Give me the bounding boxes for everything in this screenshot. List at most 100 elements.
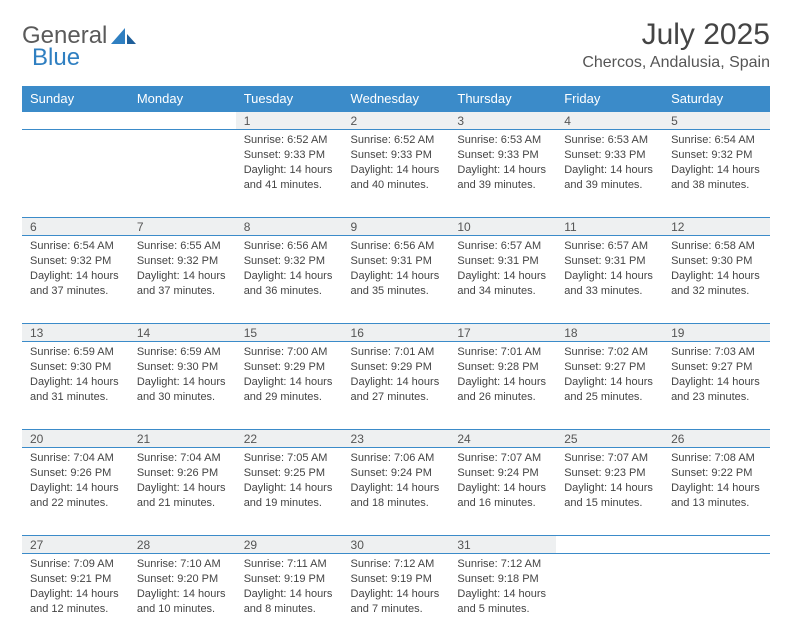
day-details: Sunrise: 7:07 AMSunset: 9:24 PMDaylight:… [449,448,556,514]
day-number: 24 [449,430,556,448]
day-number: 23 [343,430,450,448]
day-cell: Sunrise: 6:56 AMSunset: 9:31 PMDaylight:… [343,236,450,324]
day-header: Tuesday [236,86,343,112]
day-cell: Sunrise: 7:07 AMSunset: 9:24 PMDaylight:… [449,448,556,536]
day-details: Sunrise: 7:10 AMSunset: 9:20 PMDaylight:… [129,554,236,620]
day-details: Sunrise: 7:04 AMSunset: 9:26 PMDaylight:… [129,448,236,514]
week-row: Sunrise: 7:04 AMSunset: 9:26 PMDaylight:… [22,448,770,536]
day-number: 2 [343,112,450,130]
week-row: Sunrise: 6:59 AMSunset: 9:30 PMDaylight:… [22,342,770,430]
day-details: Sunrise: 6:59 AMSunset: 9:30 PMDaylight:… [22,342,129,408]
day-details: Sunrise: 7:07 AMSunset: 9:23 PMDaylight:… [556,448,663,514]
day-number [129,112,236,130]
day-number: 13 [22,324,129,342]
day-number: 6 [22,218,129,236]
day-details: Sunrise: 6:53 AMSunset: 9:33 PMDaylight:… [449,130,556,196]
day-details: Sunrise: 6:52 AMSunset: 9:33 PMDaylight:… [343,130,450,196]
day-details: Sunrise: 7:12 AMSunset: 9:19 PMDaylight:… [343,554,450,620]
day-cell: Sunrise: 6:54 AMSunset: 9:32 PMDaylight:… [22,236,129,324]
day-number [663,536,770,554]
day-cell: Sunrise: 7:06 AMSunset: 9:24 PMDaylight:… [343,448,450,536]
day-details: Sunrise: 6:55 AMSunset: 9:32 PMDaylight:… [129,236,236,302]
day-header: Friday [556,86,663,112]
day-number: 19 [663,324,770,342]
day-number: 25 [556,430,663,448]
day-details: Sunrise: 7:01 AMSunset: 9:28 PMDaylight:… [449,342,556,408]
day-number [22,112,129,130]
day-header: Monday [129,86,236,112]
week-row: Sunrise: 6:52 AMSunset: 9:33 PMDaylight:… [22,130,770,218]
day-number: 16 [343,324,450,342]
day-cell: Sunrise: 6:53 AMSunset: 9:33 PMDaylight:… [556,130,663,218]
day-cell: Sunrise: 7:08 AMSunset: 9:22 PMDaylight:… [663,448,770,536]
month-title: July 2025 [582,18,770,52]
day-details: Sunrise: 6:54 AMSunset: 9:32 PMDaylight:… [22,236,129,302]
day-cell: Sunrise: 7:02 AMSunset: 9:27 PMDaylight:… [556,342,663,430]
day-cell: Sunrise: 7:11 AMSunset: 9:19 PMDaylight:… [236,554,343,634]
day-details: Sunrise: 6:58 AMSunset: 9:30 PMDaylight:… [663,236,770,302]
day-cell: Sunrise: 6:59 AMSunset: 9:30 PMDaylight:… [129,342,236,430]
day-details: Sunrise: 6:54 AMSunset: 9:32 PMDaylight:… [663,130,770,196]
day-details: Sunrise: 7:03 AMSunset: 9:27 PMDaylight:… [663,342,770,408]
logo-word-2: Blue [32,44,80,72]
daynum-row: 13141516171819 [22,324,770,342]
day-cell: Sunrise: 6:55 AMSunset: 9:32 PMDaylight:… [129,236,236,324]
day-cell: Sunrise: 6:57 AMSunset: 9:31 PMDaylight:… [556,236,663,324]
day-cell: Sunrise: 6:53 AMSunset: 9:33 PMDaylight:… [449,130,556,218]
day-details: Sunrise: 6:56 AMSunset: 9:32 PMDaylight:… [236,236,343,302]
day-header: Thursday [449,86,556,112]
calendar-table: Sunday Monday Tuesday Wednesday Thursday… [22,86,770,634]
day-cell [22,130,129,218]
day-header-row: Sunday Monday Tuesday Wednesday Thursday… [22,86,770,112]
day-number: 7 [129,218,236,236]
day-number: 3 [449,112,556,130]
day-number: 21 [129,430,236,448]
day-cell: Sunrise: 6:54 AMSunset: 9:32 PMDaylight:… [663,130,770,218]
day-details: Sunrise: 7:04 AMSunset: 9:26 PMDaylight:… [22,448,129,514]
day-cell: Sunrise: 7:04 AMSunset: 9:26 PMDaylight:… [129,448,236,536]
day-cell: Sunrise: 7:05 AMSunset: 9:25 PMDaylight:… [236,448,343,536]
day-number: 8 [236,218,343,236]
day-cell: Sunrise: 6:58 AMSunset: 9:30 PMDaylight:… [663,236,770,324]
daynum-row: 12345 [22,112,770,130]
day-cell [556,554,663,634]
location: Chercos, Andalusia, Spain [582,54,770,72]
day-cell [129,130,236,218]
day-details: Sunrise: 6:56 AMSunset: 9:31 PMDaylight:… [343,236,450,302]
day-number: 10 [449,218,556,236]
day-cell: Sunrise: 6:52 AMSunset: 9:33 PMDaylight:… [343,130,450,218]
day-details: Sunrise: 6:57 AMSunset: 9:31 PMDaylight:… [556,236,663,302]
day-cell: Sunrise: 7:01 AMSunset: 9:29 PMDaylight:… [343,342,450,430]
day-details: Sunrise: 7:00 AMSunset: 9:29 PMDaylight:… [236,342,343,408]
day-details: Sunrise: 7:09 AMSunset: 9:21 PMDaylight:… [22,554,129,620]
day-number: 9 [343,218,450,236]
day-number: 5 [663,112,770,130]
day-cell: Sunrise: 6:56 AMSunset: 9:32 PMDaylight:… [236,236,343,324]
day-header: Sunday [22,86,129,112]
day-header: Wednesday [343,86,450,112]
week-row: Sunrise: 6:54 AMSunset: 9:32 PMDaylight:… [22,236,770,324]
calendar-body: 12345 Sunrise: 6:52 AMSunset: 9:33 PMDay… [22,112,770,634]
day-number: 15 [236,324,343,342]
day-details: Sunrise: 7:02 AMSunset: 9:27 PMDaylight:… [556,342,663,408]
day-number: 4 [556,112,663,130]
day-details: Sunrise: 6:57 AMSunset: 9:31 PMDaylight:… [449,236,556,302]
day-details: Sunrise: 7:12 AMSunset: 9:18 PMDaylight:… [449,554,556,620]
day-cell: Sunrise: 7:07 AMSunset: 9:23 PMDaylight:… [556,448,663,536]
logo-sail-icon [111,26,137,46]
title-block: July 2025 Chercos, Andalusia, Spain [582,18,770,76]
day-details: Sunrise: 7:05 AMSunset: 9:25 PMDaylight:… [236,448,343,514]
day-cell: Sunrise: 7:00 AMSunset: 9:29 PMDaylight:… [236,342,343,430]
day-number: 1 [236,112,343,130]
day-number: 28 [129,536,236,554]
day-cell: Sunrise: 7:01 AMSunset: 9:28 PMDaylight:… [449,342,556,430]
day-cell: Sunrise: 7:12 AMSunset: 9:19 PMDaylight:… [343,554,450,634]
day-number: 26 [663,430,770,448]
daynum-row: 2728293031 [22,536,770,554]
day-cell: Sunrise: 7:10 AMSunset: 9:20 PMDaylight:… [129,554,236,634]
day-number: 27 [22,536,129,554]
day-cell: Sunrise: 6:57 AMSunset: 9:31 PMDaylight:… [449,236,556,324]
day-details: Sunrise: 7:06 AMSunset: 9:24 PMDaylight:… [343,448,450,514]
day-number: 18 [556,324,663,342]
day-cell: Sunrise: 7:12 AMSunset: 9:18 PMDaylight:… [449,554,556,634]
